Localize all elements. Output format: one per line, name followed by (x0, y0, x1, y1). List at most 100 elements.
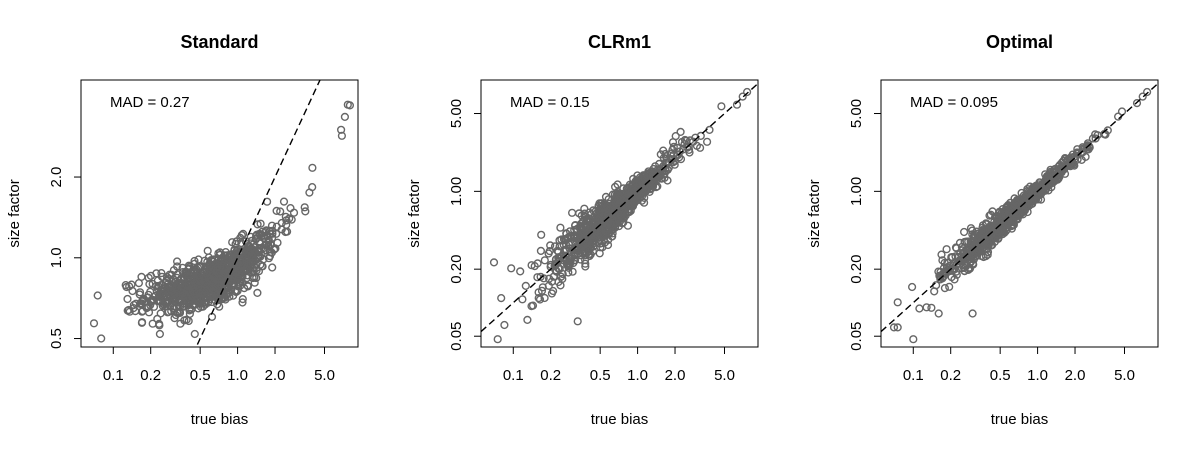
data-point (976, 231, 985, 241)
panel-clrm1: 0.1 0.2 0.5 1.0 2.0 5.0 0.05 0.20 1.00 5.00 CLRm1 t… (406, 32, 759, 428)
data-point (580, 204, 589, 213)
data-point (185, 306, 194, 315)
data-point (145, 280, 154, 289)
data-point (605, 224, 615, 233)
data-point (215, 302, 224, 311)
data-point (157, 269, 166, 278)
y-tick-label: 0.20 (848, 255, 865, 284)
data-point (597, 204, 606, 213)
y-tick-label: 0.05 (848, 322, 865, 351)
data-point (562, 241, 571, 250)
data-point (135, 299, 145, 308)
data-point (656, 150, 665, 159)
data-point (717, 102, 726, 111)
data-point (678, 145, 688, 154)
data-point (959, 227, 969, 237)
data-point (136, 288, 145, 297)
data-point (189, 275, 198, 284)
y-axis-label: size factor (406, 179, 423, 247)
data-point (742, 87, 752, 97)
data-point (986, 237, 995, 246)
y-tick-label: 1.00 (848, 177, 865, 206)
data-point (146, 271, 156, 281)
data-point (551, 266, 560, 275)
data-point (1142, 87, 1152, 97)
data-point (190, 256, 199, 266)
data-point (235, 270, 244, 279)
data-point (225, 264, 234, 273)
reference-line (195, 80, 321, 347)
data-point (493, 335, 502, 344)
x-tick-label: 0.5 (190, 367, 211, 384)
data-point (689, 137, 698, 146)
x-axis-label: true bias (191, 411, 249, 428)
data-point (246, 246, 255, 255)
x-tick-label: 1.0 (1027, 367, 1048, 384)
data-point (252, 230, 261, 239)
data-point (189, 283, 198, 292)
data-point (960, 237, 969, 247)
data-point (93, 291, 102, 300)
data-point (301, 207, 310, 216)
data-point (588, 237, 597, 246)
data-point (623, 183, 632, 193)
data-point (169, 266, 179, 275)
data-point (1138, 92, 1147, 101)
y-tick-label: 0.05 (448, 322, 465, 351)
data-point (214, 284, 223, 293)
data-point (173, 257, 182, 266)
data-point (164, 274, 174, 283)
data-point (155, 319, 164, 329)
data-point (558, 269, 567, 279)
data-point (977, 245, 987, 254)
x-tick-label: 0.1 (103, 367, 124, 384)
x-tick-label: 0.1 (903, 367, 924, 384)
data-point (207, 297, 217, 307)
data-point (178, 288, 187, 298)
data-point (256, 219, 265, 228)
data-point (178, 297, 187, 306)
data-point (527, 302, 536, 311)
data-point (221, 264, 230, 273)
data-point (268, 263, 277, 272)
data-point (489, 258, 499, 267)
data-point (596, 226, 606, 235)
data-point (149, 302, 159, 311)
data-point (209, 285, 218, 294)
data-point (536, 246, 546, 256)
data-point (655, 159, 664, 169)
plot-frame (480, 79, 759, 348)
data-point (1038, 186, 1048, 196)
data-point (265, 252, 275, 261)
data-point (623, 221, 633, 230)
data-point (227, 250, 236, 259)
data-point (889, 323, 899, 332)
data-point (267, 221, 277, 230)
data-point (199, 294, 208, 303)
data-point (702, 137, 712, 146)
data-point (207, 257, 216, 266)
x-tick-label: 1.0 (627, 367, 648, 384)
data-point (577, 211, 586, 220)
data-point (155, 297, 165, 306)
data-point (166, 293, 175, 302)
data-point (265, 229, 275, 239)
data-point (182, 286, 191, 295)
x-tick-label: 0.1 (503, 367, 524, 384)
data-point (213, 262, 222, 272)
data-point (214, 292, 224, 301)
data-point (996, 226, 1006, 235)
data-point (960, 263, 969, 273)
x-axis-label: true bias (991, 411, 1049, 428)
data-point (639, 198, 649, 207)
data-point (968, 309, 977, 318)
data-point (582, 234, 591, 243)
mad-annotation: MAD = 0.15 (510, 94, 590, 111)
y-tick-label: 0.20 (448, 255, 465, 284)
data-point (968, 250, 978, 260)
data-point (257, 250, 266, 259)
data-point (961, 258, 970, 268)
x-tick-label: 2.0 (1065, 367, 1086, 384)
data-point (194, 282, 203, 291)
mad-annotation: MAD = 0.095 (910, 94, 998, 111)
